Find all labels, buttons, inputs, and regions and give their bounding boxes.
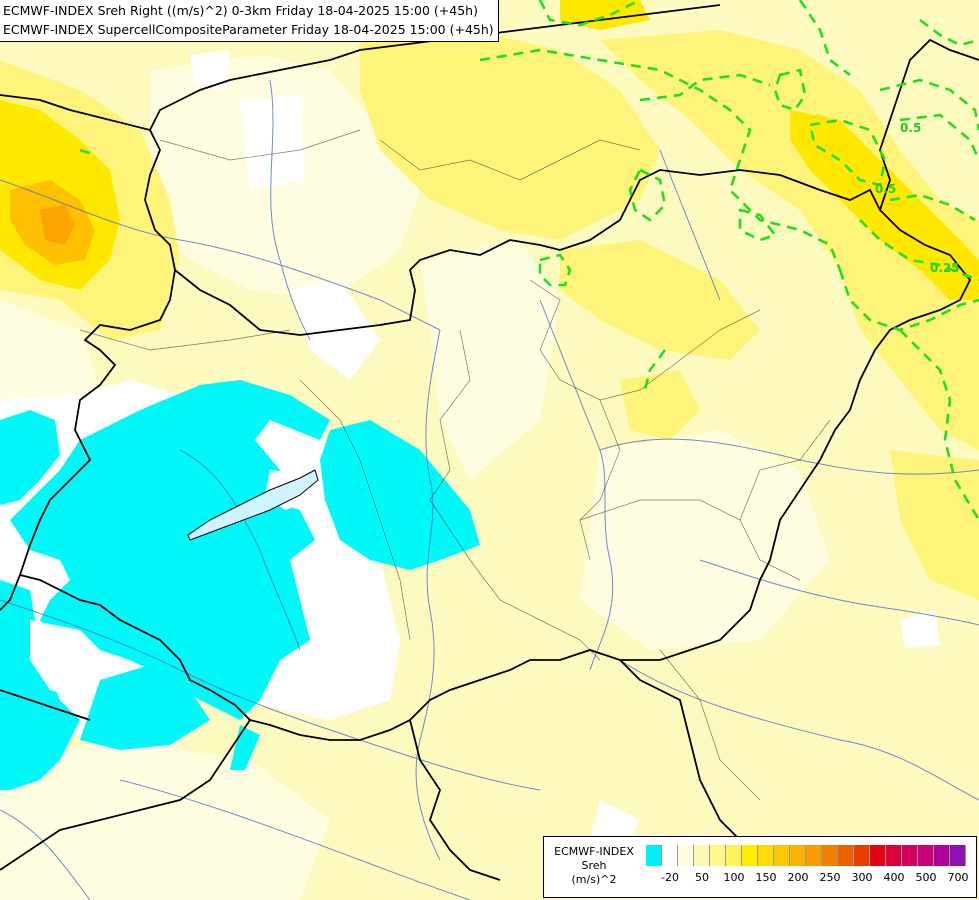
legend-swatch xyxy=(662,845,678,866)
legend-caption: ECMWF-INDEX Sreh (m/s)^2 xyxy=(544,845,644,887)
legend-swatch xyxy=(710,845,726,866)
map-title: ECMWF-INDEX Sreh Right ((m/s)^2) 0-3km F… xyxy=(0,0,499,42)
contour-label: 0.5 xyxy=(875,182,896,196)
legend-ticks: -20 50 100 150 200 250 300 400 500 700 xyxy=(646,871,976,887)
legend-swatch xyxy=(790,845,806,866)
national-borders xyxy=(0,4,979,881)
legend-swatch xyxy=(902,845,918,866)
legend-swatch xyxy=(854,845,870,866)
peak-sreh-area xyxy=(10,180,95,265)
legend-unit: (m/s)^2 xyxy=(571,873,617,886)
legend-swatch xyxy=(950,845,966,866)
legend-swatch xyxy=(742,845,758,866)
legend-swatch xyxy=(934,845,950,866)
legend-swatch xyxy=(694,845,710,866)
legend-swatch xyxy=(806,845,822,866)
legend-swatch xyxy=(726,845,742,866)
rivers xyxy=(0,79,979,900)
scp-contours xyxy=(79,0,979,521)
legend-tick-label: 150 xyxy=(755,871,777,884)
legend-swatch xyxy=(678,845,694,866)
legend-tick-label: 250 xyxy=(819,871,841,884)
legend-tick-label: 200 xyxy=(787,871,809,884)
legend-variable: Sreh xyxy=(581,859,607,872)
legend-tick-label: 500 xyxy=(915,871,937,884)
regional-borders xyxy=(79,129,831,801)
legend-swatch xyxy=(918,845,934,866)
legend-tick-label: 50 xyxy=(695,871,709,884)
legend-source: ECMWF-INDEX xyxy=(554,845,634,858)
legend-tick-label: 400 xyxy=(883,871,905,884)
title-line-scp: ECMWF-INDEX SupercellCompositeParameter … xyxy=(3,22,494,37)
color-legend: ECMWF-INDEX Sreh (m/s)^2 -20 50 100 150 200 2… xyxy=(543,836,977,898)
lake-outline xyxy=(187,469,319,541)
contour-label: 0.25 xyxy=(930,261,960,275)
scp-contour-labels: 0.5 0.5 0.25 xyxy=(875,121,960,275)
legend-swatch xyxy=(870,845,886,866)
legend-swatch xyxy=(774,845,790,866)
legend-swatch xyxy=(646,845,662,866)
legend-tick-label: 300 xyxy=(851,871,873,884)
legend-swatches xyxy=(646,845,966,866)
legend-tick-label: -20 xyxy=(661,871,679,884)
legend-swatch xyxy=(822,845,838,866)
legend-swatch xyxy=(838,845,854,866)
negative-sreh-areas xyxy=(0,380,480,790)
legend-tick-label: 100 xyxy=(723,871,745,884)
title-line-sreh: ECMWF-INDEX Sreh Right ((m/s)^2) 0-3km F… xyxy=(3,3,478,18)
legend-tick-label: 700 xyxy=(947,871,969,884)
legend-swatch xyxy=(758,845,774,866)
legend-swatch xyxy=(886,845,902,866)
contour-label: 0.5 xyxy=(900,121,921,135)
